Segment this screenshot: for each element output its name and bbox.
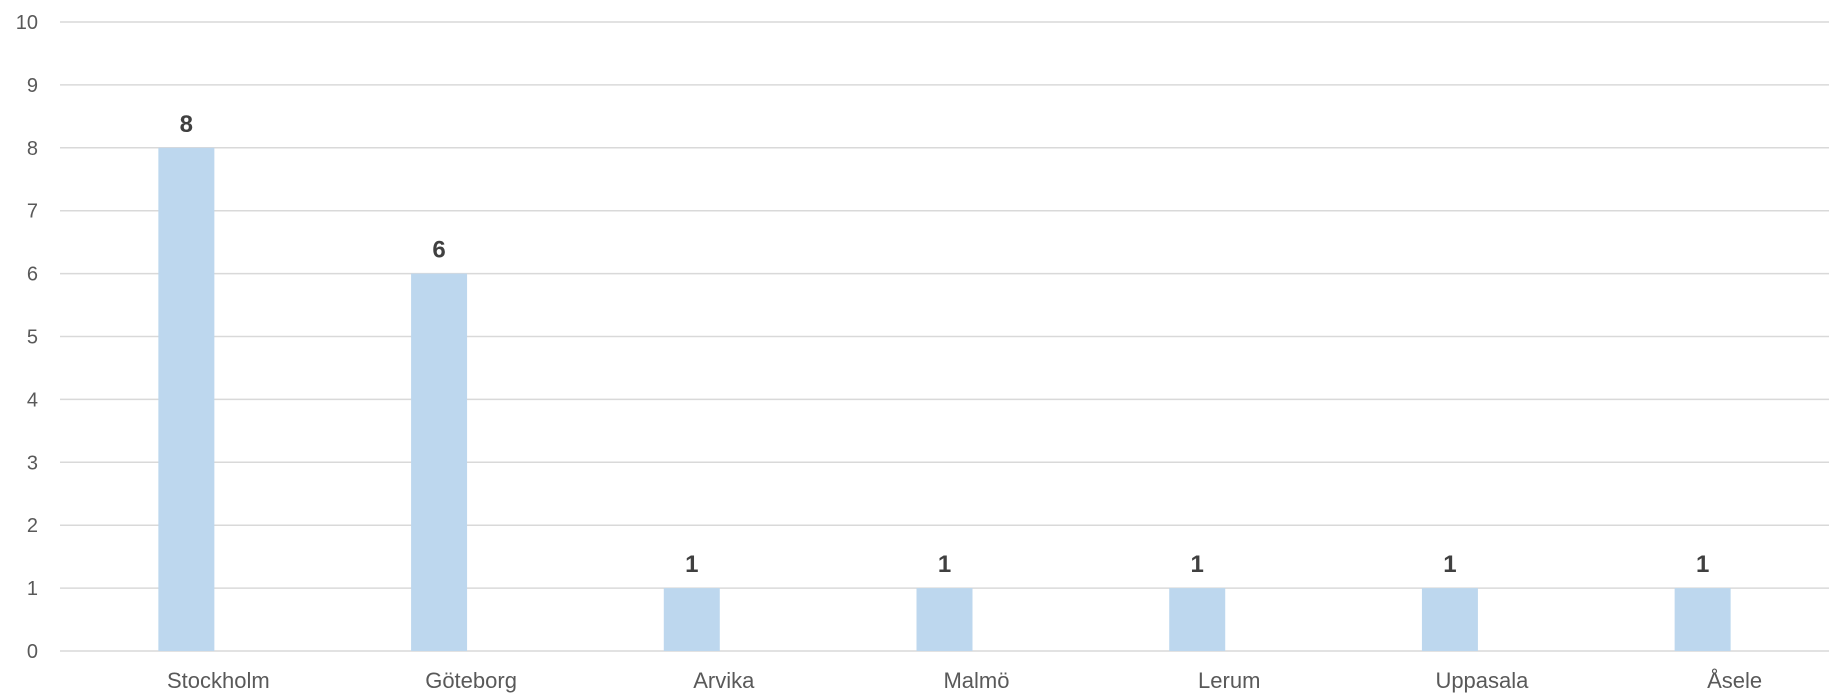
y-tick-label: 3 — [27, 452, 38, 474]
x-tick-label: Arvika — [693, 668, 755, 693]
data-label: 8 — [180, 111, 193, 138]
x-tick-label: Göteborg — [425, 668, 517, 693]
bar-uppasala — [1421, 588, 1478, 651]
gridlines — [60, 21, 1829, 652]
y-tick-label: 5 — [27, 327, 38, 349]
bar-arvika — [663, 588, 720, 651]
y-tick-label: 1 — [27, 578, 38, 600]
data-label: 6 — [432, 237, 445, 264]
bar-stockholm — [158, 147, 215, 652]
x-tick-label: Malmö — [943, 668, 1009, 693]
x-tick-label: Uppasala — [1435, 668, 1529, 693]
y-tick-label: 9 — [27, 75, 38, 97]
data-label: 1 — [1443, 551, 1456, 578]
y-tick-label: 10 — [16, 12, 38, 34]
x-tick-label: Stockholm — [167, 668, 270, 693]
x-tick-label: Lerum — [1198, 668, 1260, 693]
data-label: 1 — [938, 551, 951, 578]
y-tick-label: 8 — [27, 138, 38, 160]
bar-göteborg — [411, 273, 468, 651]
data-label: 1 — [1696, 551, 1709, 578]
y-axis-ticks: 0 1 2 3 4 5 6 7 8 9 10 — [16, 12, 38, 663]
data-labels: 8 6 1 1 1 1 1 — [180, 111, 1710, 578]
y-tick-label: 0 — [27, 641, 38, 663]
y-tick-label: 7 — [27, 201, 38, 223]
data-label: 1 — [1191, 551, 1204, 578]
bars — [158, 147, 1731, 652]
y-tick-label: 6 — [27, 264, 38, 286]
x-tick-label: Åsele — [1707, 668, 1762, 693]
x-axis-labels: Stockholm Göteborg Arvika Malmö Lerum Uppasal… — [167, 668, 1762, 693]
bar-malmö — [916, 588, 973, 651]
bar-åsele — [1674, 588, 1731, 651]
y-tick-label: 4 — [27, 389, 38, 411]
data-label: 1 — [685, 551, 698, 578]
bar-lerum — [1169, 588, 1226, 651]
y-tick-label: 2 — [27, 515, 38, 537]
